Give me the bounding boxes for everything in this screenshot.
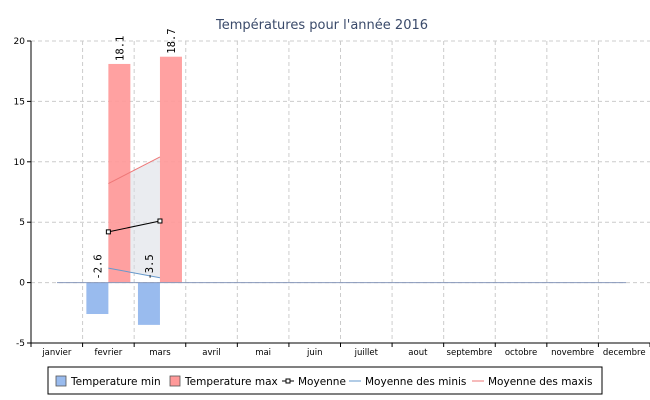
- x-tick-label: fevrier: [94, 348, 122, 358]
- legend-marker: [285, 378, 291, 384]
- y-tick-label: 0: [19, 279, 25, 289]
- legend-label: Moyenne: [298, 376, 346, 388]
- data-label-min: -3.5: [144, 254, 156, 279]
- x-tick-label: mars: [149, 348, 171, 358]
- y-tick-label: -5: [16, 339, 25, 349]
- x-tick-label: juin: [306, 348, 323, 358]
- line-moyenne-marker: [157, 218, 163, 224]
- axes: -5 0 5 10 15 20 janvier fevrier mars avril mai juin…: [14, 37, 650, 358]
- y-tick-label: 10: [14, 158, 26, 168]
- x-tick-label: avril: [202, 348, 220, 358]
- data-label-max: 18.1: [114, 36, 126, 61]
- data-label-min: -2.6: [92, 254, 104, 279]
- legend-swatch: [169, 375, 181, 387]
- series-lines: [105, 156, 163, 279]
- x-tick-label: mai: [255, 348, 271, 358]
- line-moyenne-marker: [105, 229, 111, 235]
- x-tick-label: septembre: [447, 348, 493, 358]
- legend-swatch: [55, 375, 67, 387]
- line-moyenne: [108, 220, 161, 233]
- data-labels: -2.6 -3.5 18.1 18.7: [92, 28, 178, 279]
- x-tick-label: janvier: [41, 348, 72, 358]
- line-moyenne-maxis: [108, 156, 161, 184]
- x-tick-label: aout: [408, 348, 428, 358]
- y-tick-label: 20: [14, 37, 26, 47]
- data-label-max: 18.7: [166, 28, 178, 53]
- bar-temperature-min: [86, 282, 109, 315]
- x-tick-label: juillet: [354, 348, 379, 358]
- x-tick-label: decembre: [603, 348, 646, 358]
- legend: Temperature min Temperature max Moyenne Moy…: [47, 366, 603, 395]
- x-tick-label: novembre: [551, 348, 594, 358]
- y-tick-label: 15: [14, 97, 25, 107]
- legend-box: [47, 366, 603, 395]
- legend-label: Moyenne des minis: [365, 376, 466, 388]
- bar-temperature-max: [159, 56, 182, 283]
- x-tick-label: octobre: [505, 348, 537, 358]
- line-moyenne-minis: [108, 267, 161, 279]
- legend-label: Temperature max: [184, 376, 278, 388]
- legend-label: Moyenne des maxis: [488, 376, 592, 388]
- bar-temperature-max: [108, 63, 131, 283]
- y-tick-label: 5: [19, 218, 25, 228]
- bar-temperature-min: [137, 282, 160, 325]
- chart-title: Températures pour l'année 2016: [215, 18, 428, 33]
- legend-label: Temperature min: [70, 376, 161, 388]
